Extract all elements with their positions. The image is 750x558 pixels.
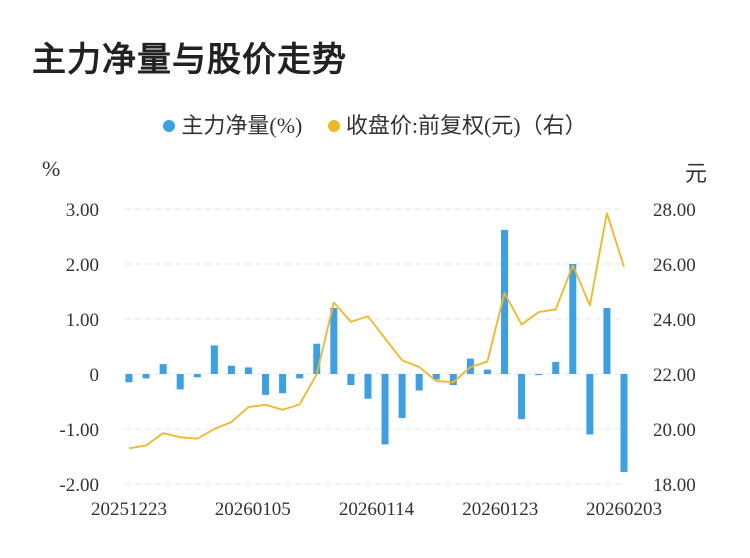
legend-bar-dot-icon: [163, 119, 176, 132]
legend-item-line[interactable]: 收盘价:前复权(元)（右）: [327, 108, 587, 140]
bar: [210, 345, 218, 374]
bar: [193, 374, 201, 378]
bar: [620, 374, 628, 472]
legend: 主力净量(%) 收盘价:前复权(元)（右）: [0, 108, 750, 140]
bar: [415, 374, 423, 391]
right-tick-label: 18.00: [653, 475, 696, 496]
right-tick-label: 28.00: [653, 200, 696, 221]
bar: [398, 374, 406, 418]
legend-item-bar[interactable]: 主力净量(%): [163, 108, 302, 140]
bar: [125, 374, 133, 383]
x-tick-label: 20251223: [91, 499, 167, 520]
bar: [364, 374, 372, 399]
right-tick-label: 20.00: [653, 420, 696, 441]
left-tick-label: 1.00: [66, 310, 99, 331]
bar: [244, 367, 252, 374]
bar: [569, 264, 577, 374]
bar: [330, 308, 338, 374]
bar: [296, 374, 304, 379]
bar: [586, 374, 594, 435]
x-tick-label: 20260105: [215, 499, 291, 520]
left-axis-unit: %: [42, 156, 61, 181]
bar: [159, 364, 167, 374]
x-tick-label: 20260203: [586, 499, 662, 520]
bar: [535, 374, 543, 376]
right-axis-unit: 元: [685, 161, 708, 186]
left-tick-label: -2.00: [59, 475, 99, 496]
bar: [279, 374, 287, 394]
bar: [381, 374, 389, 445]
bar: [262, 374, 270, 395]
left-tick-label: -1.00: [59, 420, 99, 441]
bar: [518, 374, 526, 420]
bar: [483, 369, 491, 374]
bar: [552, 361, 560, 374]
right-tick-label: 22.00: [653, 365, 696, 386]
x-tick-label: 20260123: [462, 499, 538, 520]
left-tick-label: 0: [90, 365, 100, 386]
left-tick-label: 2.00: [66, 255, 99, 276]
legend-line-dot-icon: [327, 119, 340, 132]
bar: [176, 374, 184, 390]
bar: [501, 229, 509, 374]
left-tick-label: 3.00: [66, 200, 99, 221]
bar: [313, 343, 321, 374]
chart-title: 主力净量与股价走势: [32, 40, 347, 80]
price-line: [128, 212, 625, 450]
bar: [227, 365, 235, 374]
bar: [142, 374, 150, 379]
right-tick-label: 24.00: [653, 310, 696, 331]
bar: [449, 374, 457, 385]
bar: [432, 374, 440, 380]
bar: [347, 374, 355, 385]
bar: [603, 308, 611, 374]
legend-bar-label: 主力净量(%): [181, 113, 303, 138]
right-tick-label: 26.00: [653, 255, 696, 276]
x-tick-label: 20260114: [339, 499, 415, 520]
legend-line-label: 收盘价:前复权(元)（右）: [345, 113, 587, 138]
